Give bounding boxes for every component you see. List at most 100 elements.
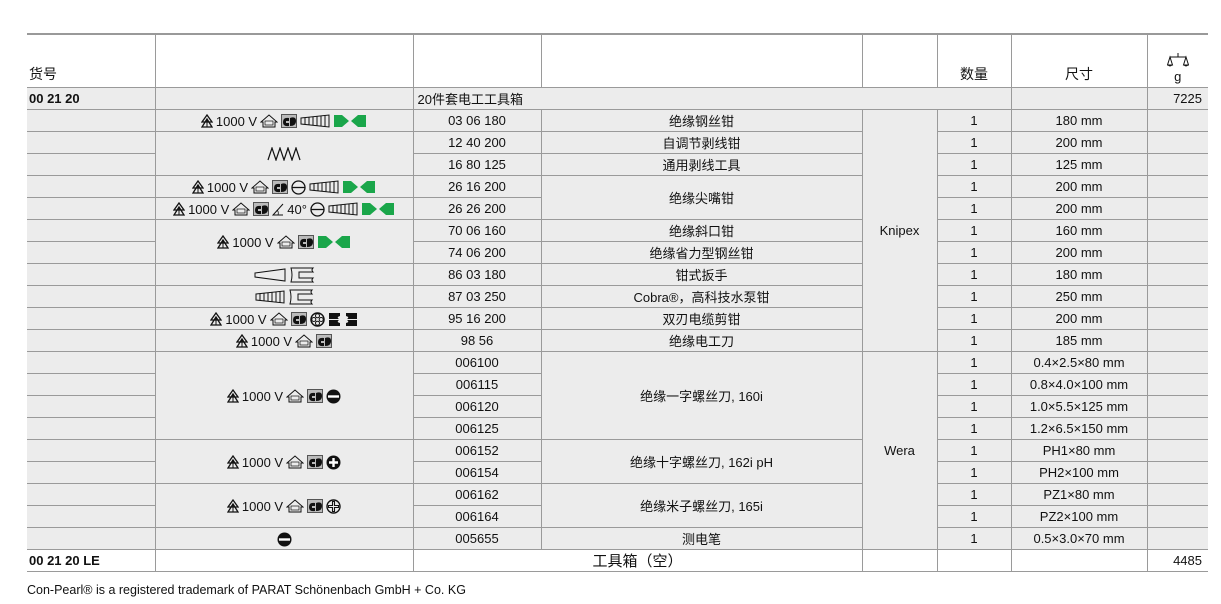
- article-no-cell: [27, 395, 156, 418]
- rating-label: 1000 V: [241, 454, 284, 470]
- size: 0.8×4.0×100 mm: [1010, 373, 1148, 396]
- size: 0.5×3.0×70 mm: [1010, 527, 1148, 550]
- article-no-cell: [27, 373, 156, 396]
- article-no-cell: [27, 483, 156, 506]
- size: 200 mm: [1010, 131, 1148, 154]
- phillips-black-icon: [326, 455, 341, 470]
- article-no-cell: [27, 527, 156, 550]
- product-code: 006115: [412, 373, 542, 396]
- hv-triangle-icon: [191, 180, 204, 194]
- grip-bars-icon: [328, 202, 358, 216]
- product-code: 95 16 200: [412, 307, 542, 330]
- empty-cell: [1010, 549, 1148, 572]
- hv-triangle-icon: [210, 312, 223, 326]
- rating-label: 1000 V: [232, 234, 274, 250]
- table-row: 87 03 250 Cobra®，高科技水泵钳 1 250 mm: [27, 285, 1208, 308]
- quantity: 1: [936, 505, 1012, 528]
- product-name: 绝缘一字螺丝刀, 160i: [540, 351, 863, 440]
- product-name: 绝缘尖嘴钳: [540, 175, 863, 220]
- rating-label: 1000 V: [206, 179, 249, 195]
- article-no-cell: [27, 505, 156, 528]
- product-code: 12 40 200: [412, 131, 542, 154]
- size: PZ1×80 mm: [1010, 483, 1148, 506]
- table-row: 1000 V 03 06 180 绝缘钢丝钳 Knipex 1 180 mm: [27, 109, 1208, 352]
- gs-icon: [307, 455, 324, 470]
- table-row: 12 40 200 自调节剥线钳 1 200 mm: [27, 131, 1208, 176]
- table-row: 005655 测电笔 1 0.5×3.0×70 mm: [27, 527, 1208, 550]
- article-no-cell: [27, 285, 156, 308]
- quantity: 1: [936, 373, 1012, 396]
- table-row: 1000 V 006100 绝缘一字螺丝刀, 160i Wera 1 0.4×2.5×80…: [27, 351, 1208, 550]
- gs-icon: [316, 334, 333, 349]
- weight-cell: [1146, 461, 1208, 484]
- feature-icons: [254, 267, 315, 283]
- product-name: 双刃电缆剪钳: [540, 307, 863, 330]
- feature-icons-cell: 1000 V: [154, 307, 414, 330]
- product-name: 绝缘电工刀: [540, 329, 863, 352]
- product-code: 006152: [412, 439, 542, 462]
- cable-cross-icon: [309, 311, 325, 327]
- rating-label: 1000 V: [188, 201, 230, 217]
- gs-icon: [307, 499, 324, 514]
- weight-cell: [1146, 109, 1208, 132]
- table-row: 1000 V 26 16 200 绝缘尖嘴钳 1 200 mm: [27, 175, 1208, 220]
- product-name: 通用剥线工具: [540, 153, 863, 176]
- rating-label: 1000 V: [215, 113, 258, 129]
- table-row: 006125 1 1.2×6.5×150 mm: [27, 417, 1208, 440]
- article-no-cell: [27, 329, 156, 352]
- slot-black-icon: [277, 532, 292, 547]
- quantity: 1: [936, 461, 1012, 484]
- footnote: Con-Pearl® is a registered trademark of …: [27, 583, 466, 597]
- size: 180 mm: [1010, 263, 1148, 286]
- table-row: 1000 V 006162 绝缘米子螺丝刀, 165i 1 PZ1×80 mm: [27, 483, 1208, 528]
- size: 200 mm: [1010, 197, 1148, 220]
- size: 1.0×5.5×125 mm: [1010, 395, 1148, 418]
- size: 200 mm: [1010, 175, 1148, 198]
- feature-icons: 1000 V: [226, 499, 341, 514]
- quantity: 1: [936, 351, 1012, 374]
- feature-icons-cell: 1000 V: [154, 439, 414, 484]
- set-name: 20件套电工工具箱: [412, 87, 1012, 110]
- empty-cell: [861, 549, 938, 572]
- gs-icon: [307, 389, 324, 404]
- product-code: 03 06 180: [412, 109, 542, 132]
- weight-cell: [1146, 439, 1208, 462]
- article-no-cell: [27, 263, 156, 286]
- hv-triangle-icon: [226, 499, 239, 513]
- feature-icons: 1000 V: [210, 312, 357, 327]
- article-no-cell: [27, 417, 156, 440]
- gs-icon: [272, 180, 289, 195]
- size: PZ2×100 mm: [1010, 505, 1148, 528]
- empty-cell: [154, 549, 414, 572]
- feature-icons: 1000 V: [200, 113, 367, 129]
- product-name: 绝缘省力型钢丝钳: [540, 241, 863, 264]
- quantity: 1: [936, 395, 1012, 418]
- quantity: 1: [936, 241, 1012, 264]
- weight-cell: [1146, 307, 1208, 330]
- feature-icons: 1000 V 40°: [173, 202, 395, 217]
- article-no-cell: [27, 175, 156, 198]
- grip-bars-icon: [309, 180, 339, 194]
- hv-triangle-icon: [217, 235, 230, 249]
- grip-bars-icon: [255, 290, 285, 304]
- feature-icons-cell: 1000 V: [154, 351, 414, 440]
- quantity: 1: [936, 439, 1012, 462]
- header-row: 货号 数量 尺寸 g: [27, 33, 1208, 88]
- weight-cell: [1146, 131, 1208, 154]
- weight-cell: [1146, 505, 1208, 528]
- article-no-cell: [27, 109, 156, 132]
- minus-circle-icon: [291, 179, 306, 195]
- article-no-cell: [27, 219, 156, 242]
- gs-icon: [290, 312, 307, 327]
- case-row: 00 21 20 LE 工具箱（空） 4485: [27, 549, 1208, 572]
- vde-icon: [286, 499, 305, 513]
- grip-bars-icon: [300, 114, 330, 128]
- table-row: 1000 V 40° 26 26 200 1 200 mm: [27, 197, 1208, 220]
- weight-cell: [1146, 527, 1208, 550]
- size: 250 mm: [1010, 285, 1148, 308]
- product-code: 26 16 200: [412, 175, 542, 198]
- green-bowtie-icon: [342, 180, 376, 194]
- table-row: 86 03 180 钳式扳手 1 180 mm: [27, 263, 1208, 286]
- quantity: 1: [936, 175, 1012, 198]
- article-no-cell: [27, 307, 156, 330]
